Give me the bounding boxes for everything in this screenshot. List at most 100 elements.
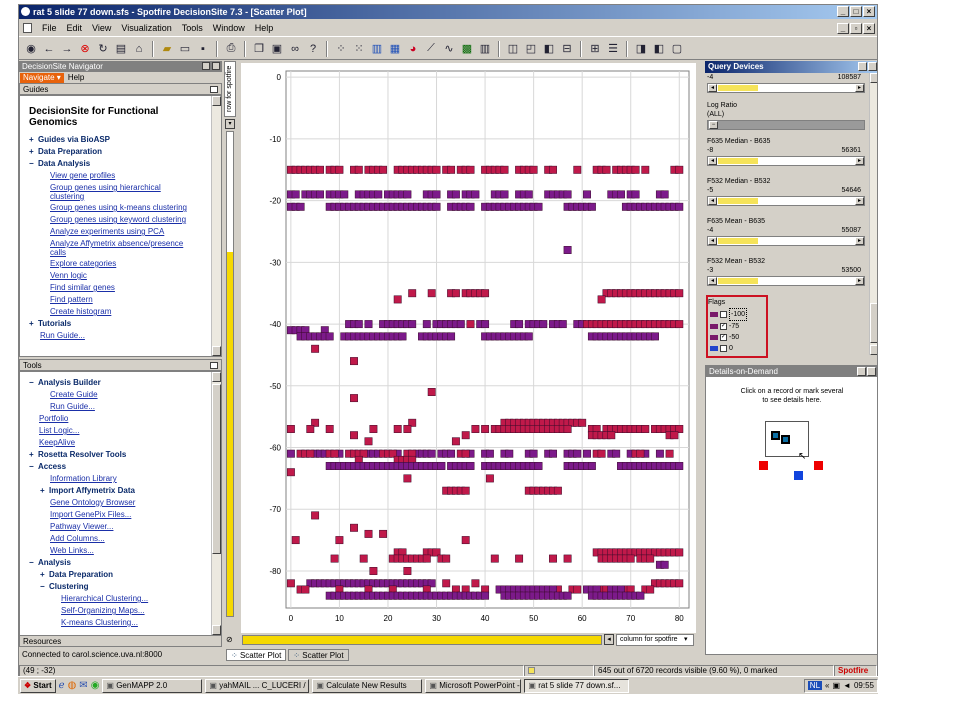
navigate-button[interactable]: Navigate ▾ (20, 72, 64, 83)
back-arrow-icon[interactable]: ← (43, 42, 55, 55)
heatmap-icon[interactable]: ▩ (461, 43, 473, 55)
target-icon[interactable]: ◉ (26, 43, 36, 55)
tools-item[interactable]: + Data Preparation (20, 569, 221, 581)
expand-icon[interactable]: + (29, 135, 34, 144)
collapse-icon[interactable] (210, 362, 218, 369)
tools-item[interactable]: Portfolio (20, 413, 221, 425)
navigator-close-icon[interactable] (202, 62, 210, 70)
tools-item[interactable]: Import GenePix Files... (20, 509, 221, 521)
doc-close-button[interactable]: × (863, 23, 875, 34)
range-slider[interactable]: ◂ ▸ (707, 156, 865, 166)
guides-item[interactable]: + Tutorials (20, 318, 221, 330)
scatter-3d-icon[interactable]: ⁙ (354, 43, 364, 55)
flag-checkbox[interactable]: ✓ (720, 334, 727, 341)
guides-item[interactable]: View gene profiles (20, 170, 221, 182)
guides-item[interactable]: Group genes using keyword clustering (20, 214, 221, 226)
y-axis-column-label[interactable]: row for spotfire (224, 61, 236, 117)
tools-item[interactable]: KeepAlive (20, 437, 221, 449)
flag-checkbox[interactable]: ✓ (720, 323, 727, 330)
flag-checkbox[interactable] (720, 345, 727, 352)
guides-item[interactable]: Create histogram (20, 306, 221, 318)
qd-minimize-icon[interactable] (858, 62, 867, 71)
query-device-log-ratio[interactable]: Log Ratio (ALL) − (707, 101, 865, 130)
pin-icon[interactable]: ⊘ (226, 635, 233, 644)
open-file-icon[interactable]: ▭ (179, 43, 191, 55)
print-icon[interactable]: ⎙ (226, 42, 236, 54)
collapse-icon[interactable]: − (29, 558, 34, 567)
guides-item[interactable]: Run Guide... (20, 330, 221, 342)
document-icon[interactable] (23, 23, 32, 33)
flag-item[interactable]: ✓ -75 (708, 321, 766, 332)
scatter-plot[interactable]: 0 10 20 30 40 50 60 70 80 0 -10 -20 -30 -40 -50 -60 -70 -… (241, 63, 696, 633)
collapse-icon[interactable] (210, 86, 218, 93)
x-axis-dropdown-icon[interactable]: ▾ (684, 636, 688, 643)
outlook-icon[interactable]: ✉ (79, 680, 88, 691)
split-vertical-icon[interactable]: ◧ (543, 43, 555, 55)
tools-item[interactable]: + Rosetta Resolver Tools (20, 449, 221, 461)
tools-item[interactable]: Information Library (20, 473, 221, 485)
guides-header[interactable]: Guides (19, 83, 222, 95)
log-ratio-slider[interactable]: − (707, 120, 865, 130)
navigator-close-icon[interactable] (212, 62, 220, 70)
range-slider[interactable]: ◂ ▸ (707, 236, 865, 246)
qd-close-icon[interactable] (868, 62, 877, 71)
expand-icon[interactable]: + (40, 486, 45, 495)
tools-item[interactable]: K-means Clustering... (20, 617, 221, 629)
dod-close-icon[interactable] (867, 367, 876, 376)
bar-chart-icon[interactable]: ▦ (389, 43, 401, 55)
tools-header[interactable]: Tools (19, 359, 222, 371)
menu-file[interactable]: File (42, 23, 57, 33)
scatter-plot-svg[interactable]: 0 10 20 30 40 50 60 70 80 0 -10 -20 -30 -40 -50 -60 -70 -… (241, 63, 696, 633)
flag-item[interactable]: ✓ -50 (708, 332, 766, 343)
guides-scrollbar[interactable] (211, 96, 221, 356)
guides-item[interactable]: Find pattern (20, 294, 221, 306)
query-device-top[interactable]: -4 108587 ◂ ▸ (707, 73, 865, 93)
query-device-range[interactable]: F532 Mean - B532 -3 53500 ◂ ▸ (707, 257, 865, 286)
tools-item[interactable]: Run Guide... (20, 401, 221, 413)
collapse-icon[interactable]: − (29, 462, 34, 471)
tools-item[interactable]: Pathway Viewer... (20, 521, 221, 533)
profile-chart-icon[interactable]: ∿ (444, 43, 454, 55)
language-indicator[interactable]: NL (807, 681, 823, 690)
doc-minimize-button[interactable]: _ (837, 23, 849, 34)
start-button[interactable]: ❖ Start (20, 678, 56, 693)
menu-tools[interactable]: Tools (181, 23, 203, 33)
taskbar-button[interactable]: ▣ rat 5 slide 77 down.sf... (524, 678, 630, 693)
tab-scatter-plot-1[interactable]: ⁘ Scatter Plot (226, 649, 287, 661)
tools-item[interactable]: − Clustering (20, 581, 221, 593)
y-axis-selector[interactable]: row for spotfire ▾ (224, 61, 236, 633)
tools-scrollbar[interactable] (211, 372, 221, 635)
tools-item[interactable]: Gene Ontology Browser (20, 497, 221, 509)
stop-icon[interactable]: ⊗ (80, 43, 90, 55)
query-devices-scrollbar[interactable] (869, 73, 877, 355)
close-button[interactable]: × (863, 6, 875, 17)
expand-icon[interactable]: + (29, 319, 34, 328)
firefox-icon[interactable]: ◍ (67, 680, 77, 691)
refresh-icon[interactable]: ↻ (98, 43, 108, 55)
x-axis-column-label[interactable]: column for spotfire (616, 634, 694, 646)
tools-item[interactable]: Add Columns... (20, 533, 221, 545)
scatter-plot-icon[interactable]: ⁘ (336, 43, 346, 55)
x-axis-selector[interactable]: ⊘ ◂ column for spotfire ▾ (224, 633, 702, 647)
tools-item[interactable]: Web Links... (20, 545, 221, 557)
query-device-range[interactable]: F635 Mean - B635 -4 55087 ◂ ▸ (707, 217, 865, 246)
tools-item[interactable]: List Logic... (20, 425, 221, 437)
menu-visualization[interactable]: Visualization (121, 23, 172, 33)
copy-icon[interactable]: ❐ (254, 43, 264, 55)
flag-item[interactable]: -100 (708, 308, 766, 321)
flag-item[interactable]: 0 (708, 343, 766, 354)
guides-item[interactable]: Group genes using hierarchical clusterin… (20, 182, 190, 202)
dod-minimize-icon[interactable] (857, 367, 866, 376)
expand-icon[interactable]: + (40, 570, 45, 579)
tools-item[interactable]: Self-Organizing Maps... (20, 605, 221, 617)
x-axis-range-slider[interactable] (242, 635, 602, 645)
help-link[interactable]: Help (67, 73, 85, 82)
guides-item[interactable]: + Data Preparation (20, 146, 221, 158)
list-icon[interactable]: ☰ (608, 43, 618, 55)
tools-item[interactable]: − Analysis Builder (20, 377, 221, 389)
menu-edit[interactable]: Edit (66, 23, 83, 33)
line-chart-icon[interactable]: ⟋ (427, 42, 435, 54)
tab-scatter-plot-2[interactable]: ⁘ Scatter Plot (288, 649, 349, 661)
guides-item[interactable]: Find similar genes (20, 282, 221, 294)
guides-item[interactable]: Venn logic (20, 270, 221, 282)
